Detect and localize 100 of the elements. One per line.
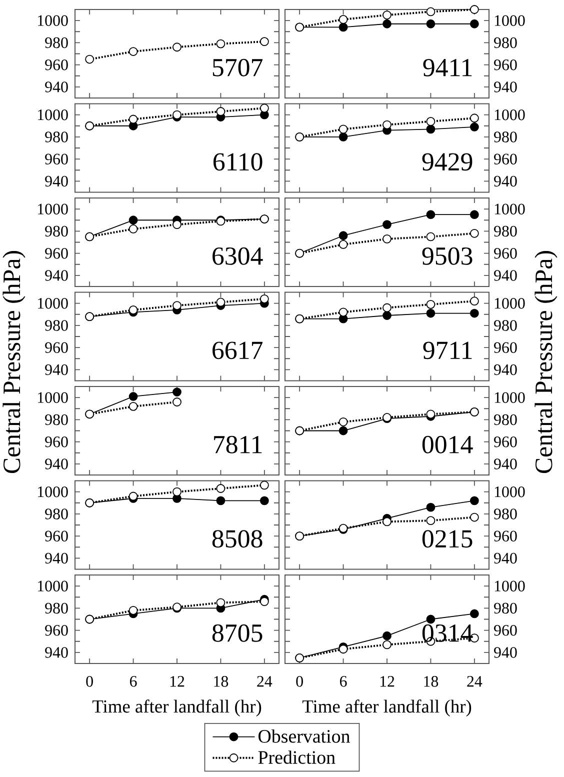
point: [338, 308, 348, 317]
legend-label: Observation: [258, 729, 350, 743]
point: [172, 42, 182, 52]
point: [260, 37, 269, 46]
y-tick-label: 960: [494, 248, 517, 259]
point: [172, 398, 182, 406]
point: [382, 19, 392, 28]
y-tick-label: 960: [45, 248, 68, 259]
point: [470, 114, 479, 123]
point: [172, 220, 182, 230]
point: [216, 484, 226, 493]
y-tick-label: 960: [494, 154, 517, 164]
point: [338, 22, 348, 32]
y-tick-label: 1000: [38, 580, 68, 592]
y-tick-label: 980: [45, 414, 68, 426]
point: [382, 517, 392, 526]
point: [382, 10, 392, 20]
point: [85, 54, 94, 64]
x-tick-label: 0: [86, 676, 93, 687]
text: 9503: [422, 247, 472, 265]
point: [338, 426, 348, 436]
point: [216, 598, 226, 608]
point: [426, 7, 436, 16]
y-tick-label: 1000: [38, 298, 68, 309]
point: [260, 294, 269, 304]
point: [260, 480, 269, 490]
point: [216, 496, 226, 506]
point: [470, 512, 479, 522]
y-tick-label: 940: [494, 458, 517, 470]
point: [338, 124, 348, 134]
text: 6617: [212, 342, 262, 360]
point: [172, 301, 182, 310]
point: [216, 39, 226, 48]
y-tick-label: 960: [45, 154, 68, 164]
point: [382, 303, 392, 312]
point: [128, 606, 138, 615]
y-tick-label: 940: [45, 82, 68, 92]
point: [382, 234, 392, 244]
y-tick-label: 940: [494, 647, 517, 658]
y-tick-label: 960: [494, 342, 517, 353]
x-tick-label: 12: [380, 676, 394, 687]
point: [260, 597, 269, 606]
point: [426, 210, 436, 220]
point: [338, 240, 348, 249]
y-tick-label: 1000: [494, 15, 525, 26]
point: [426, 308, 436, 318]
y-tick-label: 940: [45, 176, 68, 187]
point: [216, 107, 226, 116]
point: [338, 132, 348, 142]
x-tick-label: 24: [467, 676, 482, 687]
point: [382, 311, 392, 320]
y-tick-label: 960: [45, 342, 68, 353]
text: 9411: [423, 58, 472, 76]
x-tick-label: 18: [424, 676, 438, 687]
y-tick-label: 940: [45, 364, 68, 376]
point: [172, 388, 182, 396]
point: [260, 104, 269, 113]
y-tick-label: 1000: [494, 580, 525, 592]
y-tick-label: 940: [45, 270, 68, 281]
point: [128, 392, 138, 401]
y-tick-label: 980: [494, 602, 517, 614]
point: [338, 15, 348, 24]
x-tick-label: 24: [257, 676, 272, 687]
y-tick-label: 980: [494, 37, 517, 48]
y-tick-label: 1000: [494, 109, 525, 120]
point: [426, 19, 436, 28]
point: [426, 614, 436, 624]
x-tick-label: 12: [170, 676, 184, 687]
point: [470, 228, 479, 238]
x-tick-label: 6: [340, 676, 347, 687]
x-axis-title: Time after landfall (hr): [302, 700, 472, 716]
point: [128, 114, 138, 124]
y-tick-label: 940: [494, 552, 517, 564]
text: 5707: [212, 58, 262, 76]
point: [382, 220, 392, 230]
point: [426, 232, 436, 242]
y-tick-label: 1000: [38, 109, 68, 120]
point: [338, 417, 348, 426]
y-tick-label: 980: [494, 226, 517, 237]
point: [426, 516, 436, 526]
point: [426, 117, 436, 126]
y-tick-label: 940: [45, 458, 68, 470]
y-tick-label: 960: [45, 59, 68, 70]
point: [128, 402, 138, 411]
y-tick-label: 1000: [38, 204, 68, 214]
text: 6110: [214, 153, 262, 171]
text: 6304: [212, 247, 263, 265]
point: [382, 640, 392, 650]
y-tick-label: 960: [45, 436, 68, 448]
x-tick-label: 0: [296, 676, 303, 687]
y-axis-title: Central Pressure (hPa): [2, 251, 26, 474]
y-tick-label: 1000: [494, 298, 525, 309]
text: 8705: [212, 624, 262, 642]
text: 9429: [422, 153, 472, 171]
point: [470, 496, 479, 506]
y-tick-label: 980: [45, 132, 68, 142]
point: [260, 496, 269, 506]
text: 9711: [423, 342, 472, 360]
point: [338, 231, 348, 240]
y-tick-label: 980: [45, 602, 68, 614]
